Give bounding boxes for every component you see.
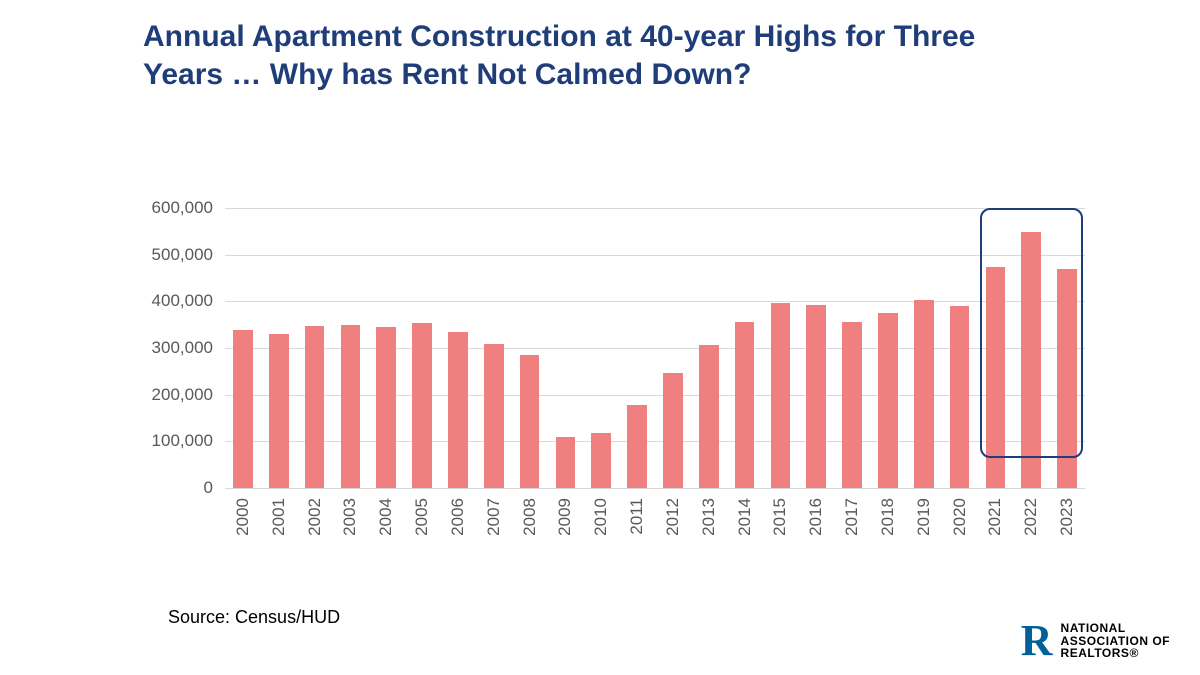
x-tick-label: 2006 [448,498,468,536]
x-tick-label: 2023 [1057,498,1077,536]
x-tick-label: 2012 [663,498,683,536]
bar [269,334,289,488]
gridline [225,301,1085,302]
x-tick-label: 2007 [484,498,504,536]
x-tick-label: 2017 [842,498,862,536]
x-tick-label: 2011 [627,498,647,535]
bar [412,323,432,488]
bar [914,300,934,488]
bar [735,322,755,488]
x-tick-label: 2020 [950,498,970,536]
gridline [225,255,1085,256]
x-tick-label: 2005 [412,498,432,536]
bar [771,303,791,488]
y-tick-label: 100,000 [123,431,213,451]
bar [591,433,611,488]
x-tick-label: 2009 [555,498,575,536]
nar-logo-r-icon: R [1021,619,1053,663]
bar [305,326,325,488]
x-tick-label: 2010 [591,498,611,536]
bar [950,306,970,488]
nar-logo-line-1: NATIONAL [1061,622,1170,635]
x-tick-label: 2016 [806,498,826,536]
source-label: Source: Census/HUD [168,607,340,628]
x-tick-label: 2002 [305,498,325,536]
bar [842,322,862,488]
x-tick-label: 2015 [770,498,790,536]
bar [520,355,540,488]
bar [699,345,719,488]
bar [663,373,683,488]
bar [233,330,253,488]
y-tick-label: 0 [123,478,213,498]
x-tick-label: 2019 [914,498,934,536]
bar [556,437,576,488]
x-tick-label: 2000 [233,498,253,536]
x-tick-label: 2004 [376,498,396,536]
nar-logo-text: NATIONAL ASSOCIATION OF REALTORS® [1061,622,1170,660]
bar-chart: 0100,000200,000300,000400,000500,000600,… [225,208,1085,488]
bar [484,344,504,488]
x-tick-label: 2022 [1021,498,1041,536]
nar-logo: R NATIONAL ASSOCIATION OF REALTORS® [1021,619,1170,663]
x-tick-label: 2001 [269,498,289,536]
x-tick-label: 2013 [699,498,719,536]
nar-logo-line-3: REALTORS® [1061,647,1170,660]
bar [806,305,826,488]
gridline [225,488,1085,489]
y-tick-label: 400,000 [123,291,213,311]
x-tick-label: 2018 [878,498,898,536]
x-tick-label: 2021 [985,498,1005,536]
bar [376,327,396,488]
bar [341,325,361,488]
bar [878,313,898,488]
x-tick-label: 2003 [340,498,360,536]
y-tick-label: 600,000 [123,198,213,218]
y-tick-label: 200,000 [123,385,213,405]
x-tick-label: 2008 [520,498,540,536]
page-root: Annual Apartment Construction at 40-year… [0,0,1200,675]
chart-title: Annual Apartment Construction at 40-year… [143,18,1013,93]
y-tick-label: 300,000 [123,338,213,358]
highlight-box [980,208,1083,458]
bar [448,332,468,488]
gridline [225,208,1085,209]
bar [627,405,647,488]
y-tick-label: 500,000 [123,245,213,265]
x-tick-label: 2014 [735,498,755,536]
